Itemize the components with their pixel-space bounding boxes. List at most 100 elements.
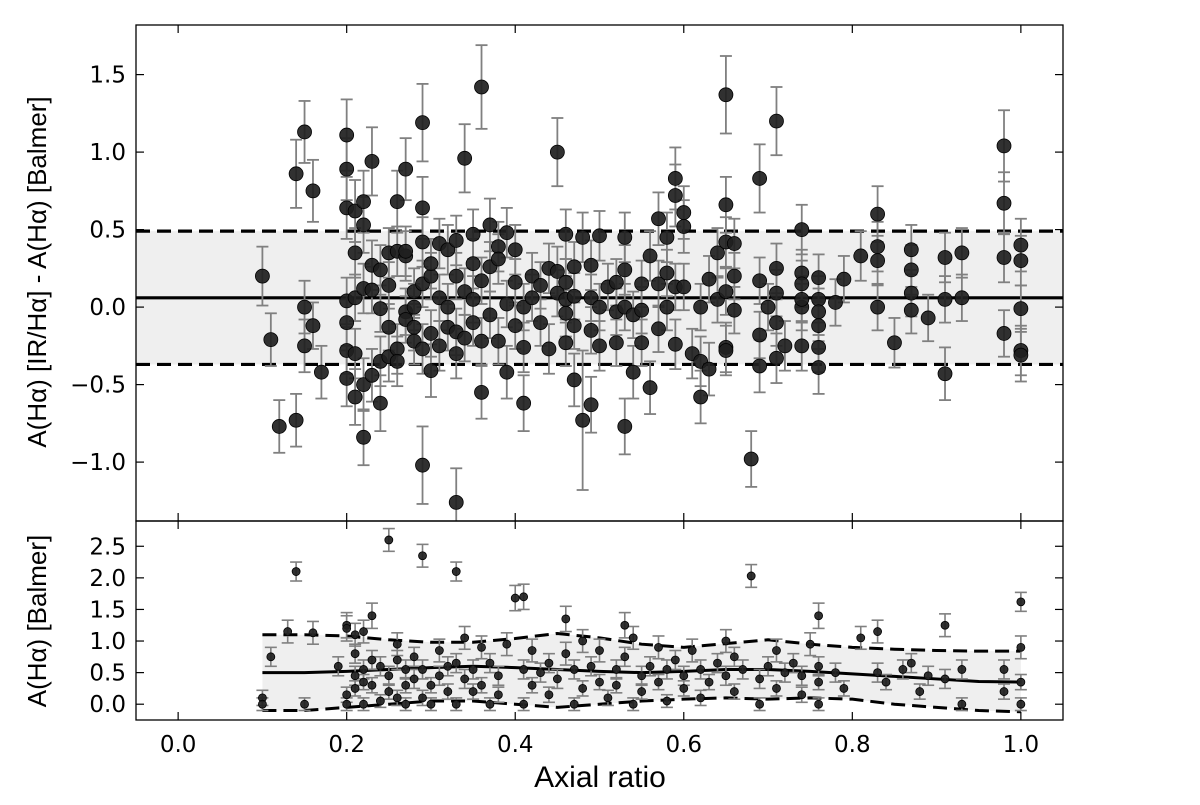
data-point: [608, 274, 624, 290]
data-point: [448, 233, 464, 248]
data-point: [873, 668, 882, 678]
data-point: [375, 696, 385, 706]
data-point: [662, 665, 672, 674]
data-point: [527, 646, 537, 655]
data-point: [409, 652, 419, 662]
data-point: [617, 229, 633, 245]
data-point: [364, 367, 380, 383]
data-point: [667, 336, 683, 352]
data-point: [794, 276, 810, 292]
data-point: [350, 649, 360, 659]
data-point: [637, 671, 647, 681]
data-point: [772, 684, 781, 693]
data-point: [718, 87, 734, 103]
plot-area: [136, 44, 1063, 521]
data-point: [465, 315, 481, 331]
data-point: [401, 680, 411, 690]
x-axis-label: Axial ratio: [534, 761, 666, 794]
data-point: [679, 684, 689, 693]
y-tick-label: −0.5: [70, 373, 126, 399]
bottom-panel: 0.0 0.5 1.0 1.5 2.0 2.5 0.0 0.2 0.4 0.6 0.8 1.0: [89, 520, 1064, 758]
data-point: [544, 690, 554, 700]
data-point: [561, 649, 571, 659]
data-point: [634, 302, 650, 318]
data-point: [628, 633, 638, 643]
data-point: [617, 419, 633, 434]
data-point: [645, 661, 655, 671]
data-point: [519, 592, 529, 602]
data-point: [350, 684, 360, 693]
data-point: [654, 642, 663, 652]
data-point: [743, 451, 759, 467]
data-point: [519, 699, 529, 709]
data-point: [923, 671, 933, 681]
data-point: [937, 366, 953, 382]
data-point: [297, 299, 312, 315]
data-point: [381, 277, 397, 293]
data-point: [398, 161, 414, 177]
data-point: [499, 364, 515, 380]
data-point: [527, 680, 537, 690]
data-point: [465, 256, 481, 272]
data-point: [474, 333, 489, 349]
data-point: [839, 684, 849, 693]
x-tick-label: 0.8: [834, 732, 871, 758]
data-point: [794, 338, 810, 354]
data-point: [305, 183, 321, 199]
data-point: [350, 671, 360, 681]
data-point: [333, 661, 343, 671]
data-point: [814, 611, 824, 621]
data-point: [1016, 677, 1026, 687]
data-point: [592, 338, 607, 354]
data-point: [693, 299, 709, 315]
data-point: [434, 671, 444, 681]
data-point: [957, 699, 967, 709]
data-point: [347, 290, 363, 306]
data-point: [617, 262, 633, 278]
data-point: [283, 627, 293, 636]
data-point: [718, 284, 734, 300]
data-point: [474, 79, 489, 95]
data-point: [350, 630, 360, 640]
data-point: [620, 620, 630, 630]
data-point: [423, 326, 439, 341]
data-point: [957, 665, 967, 674]
data-point: [693, 389, 709, 405]
data-point: [870, 239, 885, 255]
data-point: [490, 251, 506, 267]
data-point: [426, 680, 436, 690]
data-point: [752, 273, 768, 289]
data-point: [381, 319, 397, 335]
data-point: [297, 124, 312, 140]
data-point: [915, 687, 925, 696]
x-tick-label: 1.0: [1003, 732, 1040, 758]
data-point: [777, 338, 793, 354]
data-point: [595, 677, 604, 687]
data-point: [415, 341, 430, 357]
data-point: [906, 658, 916, 668]
data-point: [769, 285, 784, 301]
data-point: [418, 693, 427, 703]
data-point: [271, 419, 287, 434]
data-point: [853, 248, 869, 264]
data-point: [519, 665, 529, 674]
data-point: [608, 335, 624, 351]
data-point: [814, 661, 824, 671]
data-point: [999, 687, 1009, 696]
data-point: [490, 239, 506, 255]
data-point: [603, 693, 613, 703]
lower-band-line: [262, 696, 1021, 714]
data-point: [415, 234, 430, 250]
data-point: [451, 567, 461, 576]
data-point: [566, 259, 582, 275]
data-point: [566, 372, 582, 388]
data-point: [1013, 301, 1029, 317]
data-point: [1013, 347, 1029, 363]
data-point: [760, 299, 776, 315]
data-point: [696, 693, 706, 703]
data-point: [389, 353, 405, 369]
data-point: [676, 205, 692, 220]
data-point: [308, 628, 318, 638]
data-point: [811, 339, 827, 355]
data-point: [805, 639, 815, 649]
